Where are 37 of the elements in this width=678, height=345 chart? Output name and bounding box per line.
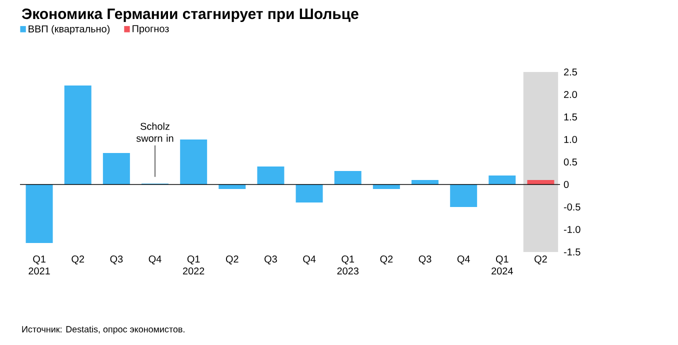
annotation: Scholz sworn in bbox=[136, 122, 174, 142]
bar bbox=[450, 184, 478, 207]
chart-title: Экономика Германии стагнирует при Шольце bbox=[22, 8, 358, 22]
x-tick-label: Q2 bbox=[72, 256, 84, 264]
x-tick-label: Q3 bbox=[418, 256, 432, 264]
y-tick-label: 1.5 bbox=[564, 114, 577, 120]
legend-label: ВВП (квартально) bbox=[28, 25, 110, 34]
bar bbox=[26, 184, 53, 243]
x-tick-label: Q1 2022 bbox=[182, 256, 204, 275]
y-tick-label: 0 bbox=[564, 180, 569, 188]
bar bbox=[102, 153, 130, 184]
y-tick-label: -1.0 bbox=[564, 226, 580, 234]
bar bbox=[180, 140, 208, 184]
x-tick-label: Q3 bbox=[264, 256, 277, 264]
y-tick-label: 2.0 bbox=[564, 90, 577, 98]
bar bbox=[296, 184, 323, 202]
bar bbox=[257, 166, 284, 184]
bar bbox=[488, 176, 516, 184]
x-tick-label: Q4 bbox=[303, 256, 316, 264]
x-tick-label: Q2 bbox=[226, 256, 238, 264]
y-tick-label: -1.5 bbox=[564, 248, 580, 256]
x-tick-label: Q1 2023 bbox=[337, 256, 359, 275]
x-tick-label: Q2 bbox=[534, 256, 547, 264]
bar bbox=[64, 86, 92, 184]
legend-label: Прогноз bbox=[132, 25, 169, 34]
x-tick-label: Q4 bbox=[148, 256, 162, 264]
y-tick-label: 0.5 bbox=[564, 158, 577, 166]
x-tick-label: Q1 2024 bbox=[492, 256, 513, 275]
x-tick-label: Q1 2021 bbox=[28, 256, 50, 275]
y-tick-label: 1.0 bbox=[564, 136, 577, 144]
x-tick-label: Q2 bbox=[380, 256, 393, 264]
x-tick-label: Q4 bbox=[457, 256, 470, 264]
y-tick-label: -0.5 bbox=[564, 203, 580, 211]
y-tick-label: 2.5 bbox=[564, 68, 577, 76]
text: Источник: Destatis, опрос экономистов. bbox=[22, 326, 184, 334]
bar bbox=[334, 171, 362, 184]
x-tick-label: Q3 bbox=[110, 256, 123, 264]
